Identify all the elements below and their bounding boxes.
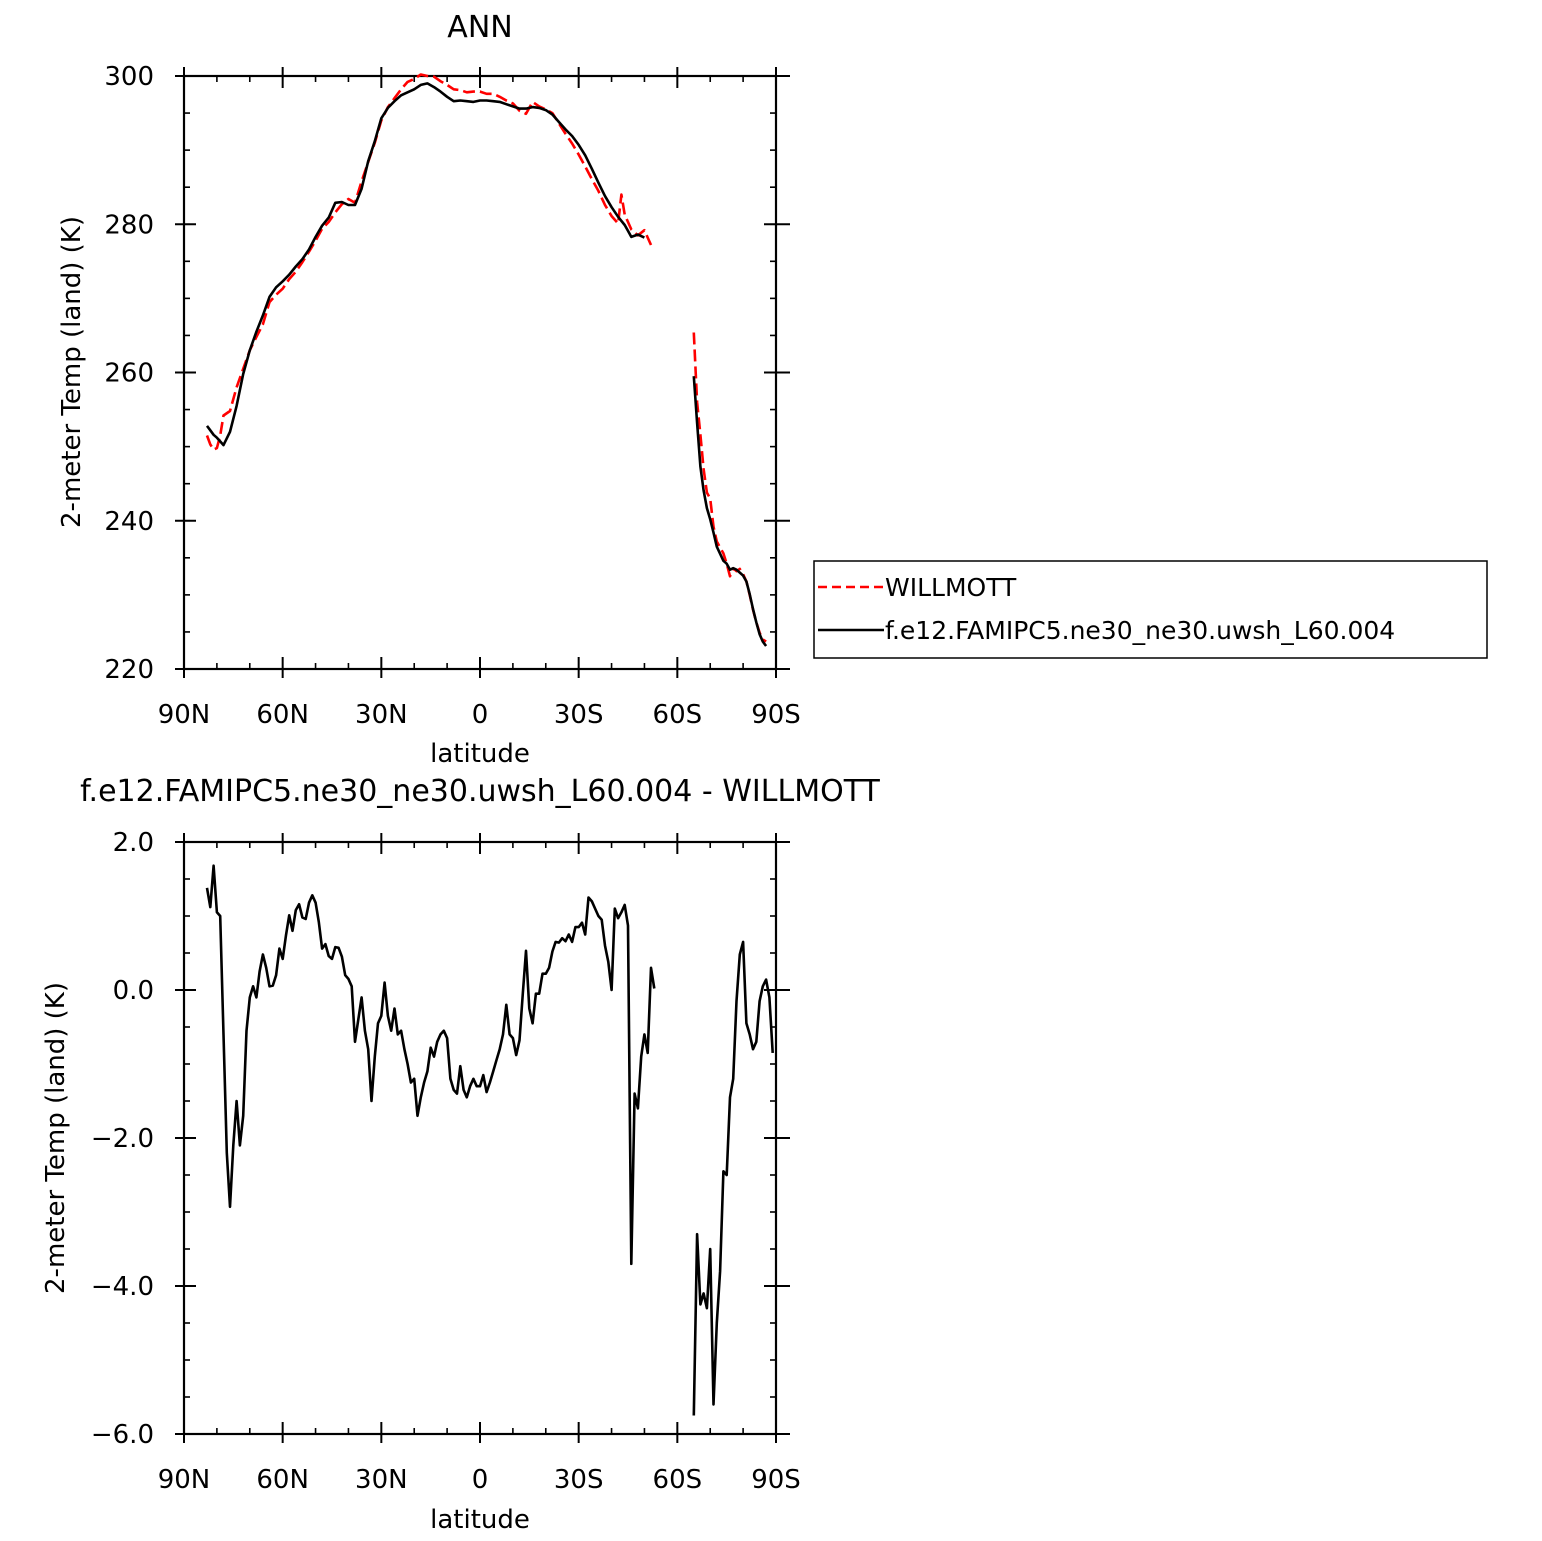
top-x-tick-label: 90N [158, 700, 211, 730]
top-plot-area: 90N 60N 30N 0 30S 60S 90S 220 240 260 280 300 [104, 62, 800, 730]
bottom-x-axis-label: latitude [430, 1505, 530, 1535]
bottom-y-tick-label: −6.0 [91, 1420, 154, 1450]
top-y-tick-label: 300 [104, 62, 154, 92]
top-x-axis-label: latitude [430, 739, 530, 769]
bottom-x-tick-label: 90N [158, 1465, 211, 1495]
bottom-plot-frame [182, 840, 778, 1436]
top-series-model-line [692, 376, 768, 647]
top-series-model-line [205, 82, 645, 447]
top-series-willmott-line [205, 73, 653, 451]
bottom-x-tick-label: 0 [472, 1465, 489, 1495]
top-plot-frame [182, 74, 778, 671]
top-y-axis-label: 2-meter Temp (land) (K) [57, 216, 87, 528]
top-x-tick-label: 30N [355, 700, 408, 730]
bottom-chart-title: f.e12.FAMIPC5.ne30_ne30.uwsh_L60.004 - W… [80, 774, 880, 809]
top-x-tick-label: 60N [256, 700, 309, 730]
bottom-x-tick-label: 30S [554, 1465, 604, 1495]
bottom-y-tick-label: −2.0 [91, 1124, 154, 1154]
top-x-tick-label: 30S [554, 700, 604, 730]
legend: WILLMOTT f.e12.FAMIPC5.ne30_ne30.uwsh_L6… [813, 560, 1488, 659]
top-y-tick-label: 220 [104, 655, 154, 685]
top-x-tick-label: 0 [472, 700, 489, 730]
top-y-tick-label: 260 [104, 359, 154, 389]
top-x-tick-label: 90S [751, 700, 801, 730]
bottom-y-tick-label: 2.0 [113, 828, 154, 858]
bottom-panel: f.e12.FAMIPC5.ne30_ne30.uwsh_L60.004 - W… [41, 774, 880, 1535]
bottom-plot-area: 90N 60N 30N 0 30S 60S 90S −6.0 −4.0 −2.0 0.0 2.0 [91, 828, 801, 1495]
bottom-y-axis-label: 2-meter Temp (land) (K) [41, 982, 71, 1294]
top-chart-title: ANN [447, 10, 512, 45]
top-x-tick-label: 60S [653, 700, 703, 730]
bottom-y-tick-label: −4.0 [91, 1272, 154, 1302]
legend-label-willmott: WILLMOTT [885, 573, 1017, 602]
top-y-tick-label: 240 [104, 507, 154, 537]
top-y-tick-label: 280 [104, 210, 154, 240]
legend-box [813, 560, 1488, 659]
legend-label-model: f.e12.FAMIPC5.ne30_ne30.uwsh_L60.004 [885, 616, 1395, 645]
top-panel: ANN 90N 60N 30N 0 30S 60S 90S 220 240 260 280 300 l… [57, 10, 801, 769]
bottom-series-model-line [692, 940, 774, 1416]
bottom-series-model-line [205, 864, 656, 1266]
bottom-x-tick-label: 30N [355, 1465, 408, 1495]
top-series-willmott-line [692, 332, 767, 643]
bottom-x-tick-label: 60N [256, 1465, 309, 1495]
bottom-y-tick-label: 0.0 [113, 976, 154, 1006]
bottom-x-tick-label: 60S [653, 1465, 703, 1495]
bottom-x-tick-label: 90S [751, 1465, 801, 1495]
